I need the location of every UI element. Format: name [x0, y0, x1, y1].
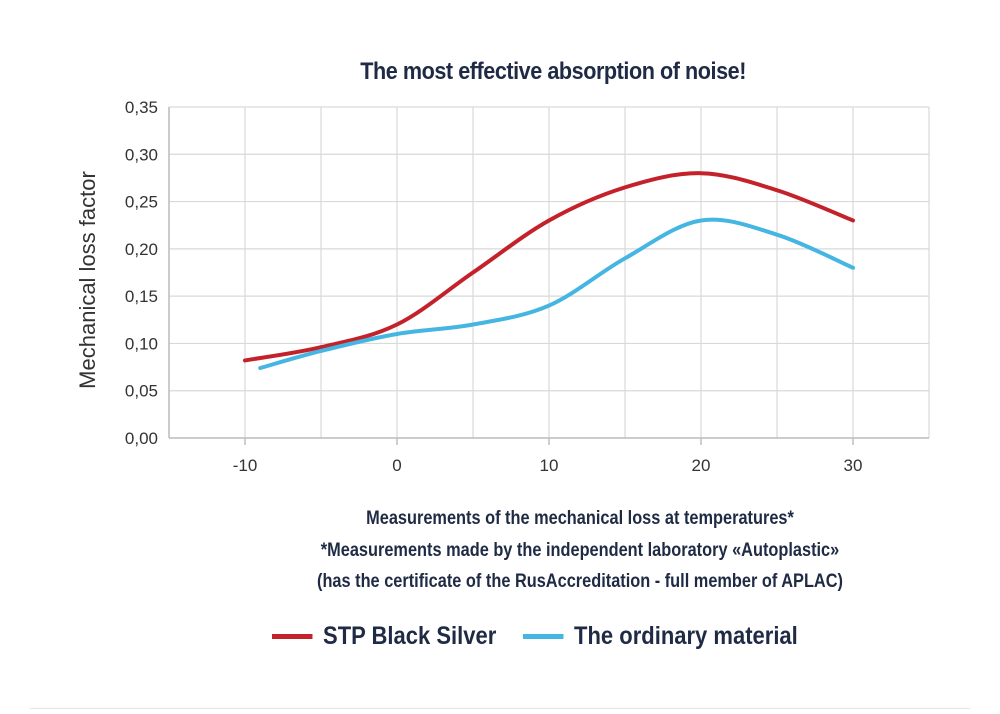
grid	[168, 106, 930, 439]
legend: STP Black Silver The ordinary material	[272, 622, 861, 651]
y-tick-label: 0,05	[125, 382, 158, 401]
y-tick-label: 0,15	[125, 287, 158, 306]
y-tick-label: 0,25	[125, 193, 158, 212]
series-line-stp-black-silver	[243, 171, 855, 363]
series-line-ordinary-material	[258, 217, 855, 371]
axes	[168, 107, 929, 445]
legend-item-stp-black-silver: STP Black Silver	[272, 622, 496, 651]
y-tick-label: 0,00	[125, 429, 158, 448]
legend-label: STP Black Silver	[323, 622, 497, 650]
y-axis-label: Mechanical loss factor	[75, 171, 100, 389]
y-tick-label: 0,30	[125, 145, 158, 164]
legend-item-ordinary-material: The ordinary material	[522, 622, 798, 651]
x-tick-label: 30	[844, 456, 863, 475]
tick-labels: 0,00 0,05 0,10 0,15 0,20 0,25 0,30 0,35 -10 0 10 20…	[125, 98, 863, 475]
legend-swatch-red	[272, 634, 313, 639]
y-tick-label: 0,35	[125, 98, 158, 117]
plot-area: 0,00 0,05 0,10 0,15 0,20 0,25 0,30 0,35 -10 0 10 20…	[75, 98, 930, 475]
x-tick-label: -10	[233, 456, 258, 475]
divider	[30, 708, 970, 709]
measurement-note: *Measurements made by the independent la…	[320, 540, 840, 561]
legend-label: The ordinary material	[573, 622, 798, 650]
legend-swatch-blue	[522, 634, 564, 639]
x-tick-label: 10	[540, 456, 559, 475]
x-axis-label: Measurements of the mechanical loss at t…	[366, 508, 794, 529]
chart-title: The most effective absorption of noise!	[360, 58, 746, 85]
x-tick-label: 0	[392, 456, 401, 475]
y-tick-label: 0,20	[125, 240, 158, 259]
series-lines	[243, 171, 855, 371]
y-tick-label: 0,10	[125, 334, 158, 353]
certificate-note: (has the certificate of the RusAccredita…	[317, 571, 843, 592]
x-tick-label: 20	[692, 456, 711, 475]
